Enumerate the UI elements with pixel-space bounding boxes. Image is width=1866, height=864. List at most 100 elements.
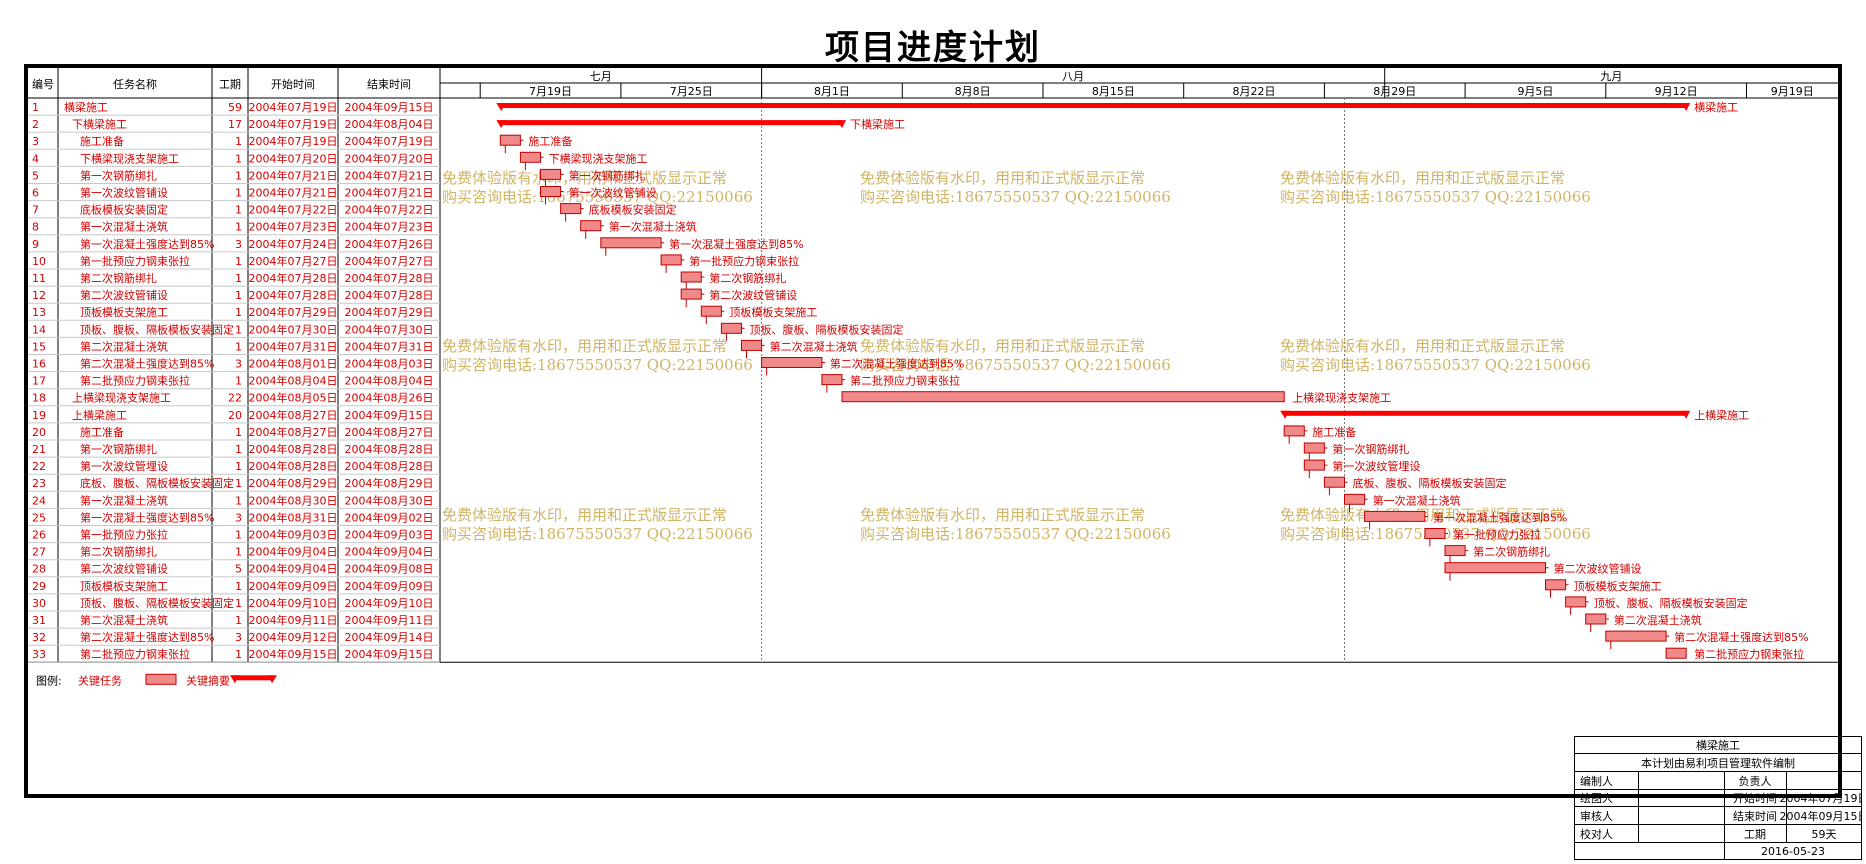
dependency-link xyxy=(504,139,524,154)
column-header-id: 编号 xyxy=(32,77,54,91)
task-dur-cell: 1 xyxy=(235,460,242,473)
task-id-cell: 27 xyxy=(32,546,46,559)
dependency-link xyxy=(585,225,604,239)
task-id-cell: 8 xyxy=(32,221,39,234)
watermark-line2: 购买咨询电话:18675550537 QQ:22150066 xyxy=(860,188,1171,206)
task-end-cell: 2004年08月04日 xyxy=(345,117,434,131)
task-bar xyxy=(1605,630,1667,642)
task-name-cell: 第二次混凝土浇筑 xyxy=(80,613,168,627)
task-start-cell: 2004年09月09日 xyxy=(249,579,338,593)
task-name-cell: 第二批预应力钢束张拉 xyxy=(80,374,190,388)
bar-label: 第二次钢筋绑扎 xyxy=(1473,545,1550,559)
task-id-cell: 3 xyxy=(32,135,39,148)
info-reviewer: 审核人 xyxy=(1580,809,1613,823)
task-bar xyxy=(540,186,562,197)
summary-end-marker xyxy=(1681,103,1691,111)
task-dur-cell: 1 xyxy=(235,255,242,268)
info-checker: 校对人 xyxy=(1580,827,1613,841)
bar-label: 第一次混凝土浇筑 xyxy=(609,220,697,234)
info-box: 横梁施工 本计划由易利项目管理软件编制 编制人 负责人 绘图人 开始时间 200… xyxy=(1574,736,1866,860)
task-name-cell: 顶板、腹板、隔板模板安装固定 xyxy=(80,596,234,610)
task-id-cell: 17 xyxy=(32,375,46,388)
dependency-link xyxy=(766,362,825,376)
task-start-cell: 2004年08月28日 xyxy=(249,459,338,473)
task-bar xyxy=(499,134,521,146)
task-bar xyxy=(1303,442,1325,454)
task-start-cell: 2004年09月12日 xyxy=(249,630,338,644)
task-start-cell: 2004年07月19日 xyxy=(249,100,338,114)
task-end-cell: 2004年08月04日 xyxy=(345,374,434,388)
week-label: 8月22日 xyxy=(1233,85,1276,98)
dependency-link xyxy=(1369,515,1428,530)
summary-start-marker xyxy=(496,103,506,111)
dependency-link xyxy=(1429,533,1448,547)
column-header-end: 结束时间 xyxy=(367,78,411,91)
task-dur-cell: 17 xyxy=(228,118,242,131)
summary-end-marker xyxy=(837,120,846,129)
task-start-cell: 2004年09月04日 xyxy=(249,562,338,576)
task-end-cell: 2004年08月27日 xyxy=(345,425,434,439)
task-dur-cell: 3 xyxy=(235,511,242,524)
watermark-line2: 购买咨询电话:18675550537 QQ:22150066 xyxy=(442,356,753,374)
gantt-frame: 编号 任务名称 工期 开始时间 结束时间 七月 八月 九月 7月19日 7月25日 8月1日 8月8日… xyxy=(24,64,1866,860)
task-bar xyxy=(700,305,722,317)
column-header-start: 开始时间 xyxy=(271,77,315,91)
task-end-cell: 2004年07月23日 xyxy=(345,220,434,234)
task-name-cell: 第二次钢筋绑扎 xyxy=(80,271,157,285)
task-end-cell: 2004年09月10日 xyxy=(345,596,434,610)
bar-label: 第二次混凝土强度达到85% xyxy=(830,357,964,371)
task-id-cell: 31 xyxy=(32,614,46,627)
task-id-cell: 12 xyxy=(32,289,46,302)
task-id-cell: 7 xyxy=(32,204,39,217)
task-name-cell: 第二次波纹管铺设 xyxy=(80,288,168,302)
summary-bar xyxy=(500,120,842,126)
task-end-cell: 2004年09月09日 xyxy=(345,579,434,593)
bar-label: 第二次混凝土强度达到85% xyxy=(1674,630,1808,644)
task-bar xyxy=(1283,425,1305,437)
task-name-cell: 底板、腹板、隔板模板安装固定 xyxy=(80,476,234,490)
watermark-line1: 免费体验版有水印，用用和正式版显示正常 xyxy=(1280,337,1565,355)
task-bar xyxy=(1444,562,1546,574)
info-duration-label: 工期 xyxy=(1744,828,1766,841)
bar-label: 顶板、腹板、隔板模板安装固定 xyxy=(1594,596,1748,610)
task-bar xyxy=(1545,579,1567,591)
bar-label: 第一次钢筋绑扎 xyxy=(1332,442,1409,456)
task-name-cell: 第一次混凝土浇筑 xyxy=(80,493,168,507)
week-label: 7月19日 xyxy=(529,85,572,98)
summary-end-marker xyxy=(1681,410,1691,419)
task-bar xyxy=(560,203,582,215)
task-id-cell: 18 xyxy=(32,392,46,405)
legend-summary-swatch xyxy=(234,675,272,681)
bar-label: 第二次混凝土浇筑 xyxy=(770,339,858,353)
dependency-link xyxy=(1308,464,1328,479)
task-bar xyxy=(761,357,823,368)
info-owner: 负责人 xyxy=(1739,774,1772,788)
task-start-cell: 2004年08月28日 xyxy=(249,442,338,456)
watermark-line1: 免费体验版有水印，用用和正式版显示正常 xyxy=(860,506,1145,524)
watermark-line1: 免费体验版有水印，用用和正式版显示正常 xyxy=(860,169,1145,187)
task-id-cell: 4 xyxy=(32,152,39,165)
task-end-cell: 2004年09月15日 xyxy=(345,647,434,661)
task-id-cell: 13 xyxy=(32,306,46,319)
task-name-cell: 横梁施工 xyxy=(64,100,108,114)
task-bar xyxy=(1303,459,1325,471)
task-end-cell: 2004年07月28日 xyxy=(345,288,434,302)
task-name-cell: 顶板模板支架施工 xyxy=(80,579,168,593)
bar-label: 施工准备 xyxy=(1312,425,1356,439)
column-header-duration: 工期 xyxy=(219,78,241,91)
info-editor: 编制人 xyxy=(1580,774,1613,788)
task-name-cell: 下横梁施工 xyxy=(72,117,127,131)
bar-label: 顶板模板支架施工 xyxy=(729,305,817,319)
dependency-link xyxy=(1570,601,1589,615)
task-end-cell: 2004年07月21日 xyxy=(345,186,434,200)
watermark-line2: 购买咨询电话:18675550537 QQ:22150066 xyxy=(442,525,753,543)
watermark-line2: 购买咨询电话:18675550537 QQ:22150066 xyxy=(1280,188,1591,206)
task-id-cell: 1 xyxy=(32,101,39,114)
task-bar xyxy=(841,391,1285,403)
task-name-cell: 施工准备 xyxy=(80,425,124,439)
task-dur-cell: 1 xyxy=(235,272,242,285)
task-dur-cell: 1 xyxy=(235,494,242,507)
bar-label: 第二次钢筋绑扎 xyxy=(709,271,786,285)
task-name-cell: 上横梁现浇支架施工 xyxy=(72,391,171,405)
task-start-cell: 2004年08月04日 xyxy=(249,374,338,388)
